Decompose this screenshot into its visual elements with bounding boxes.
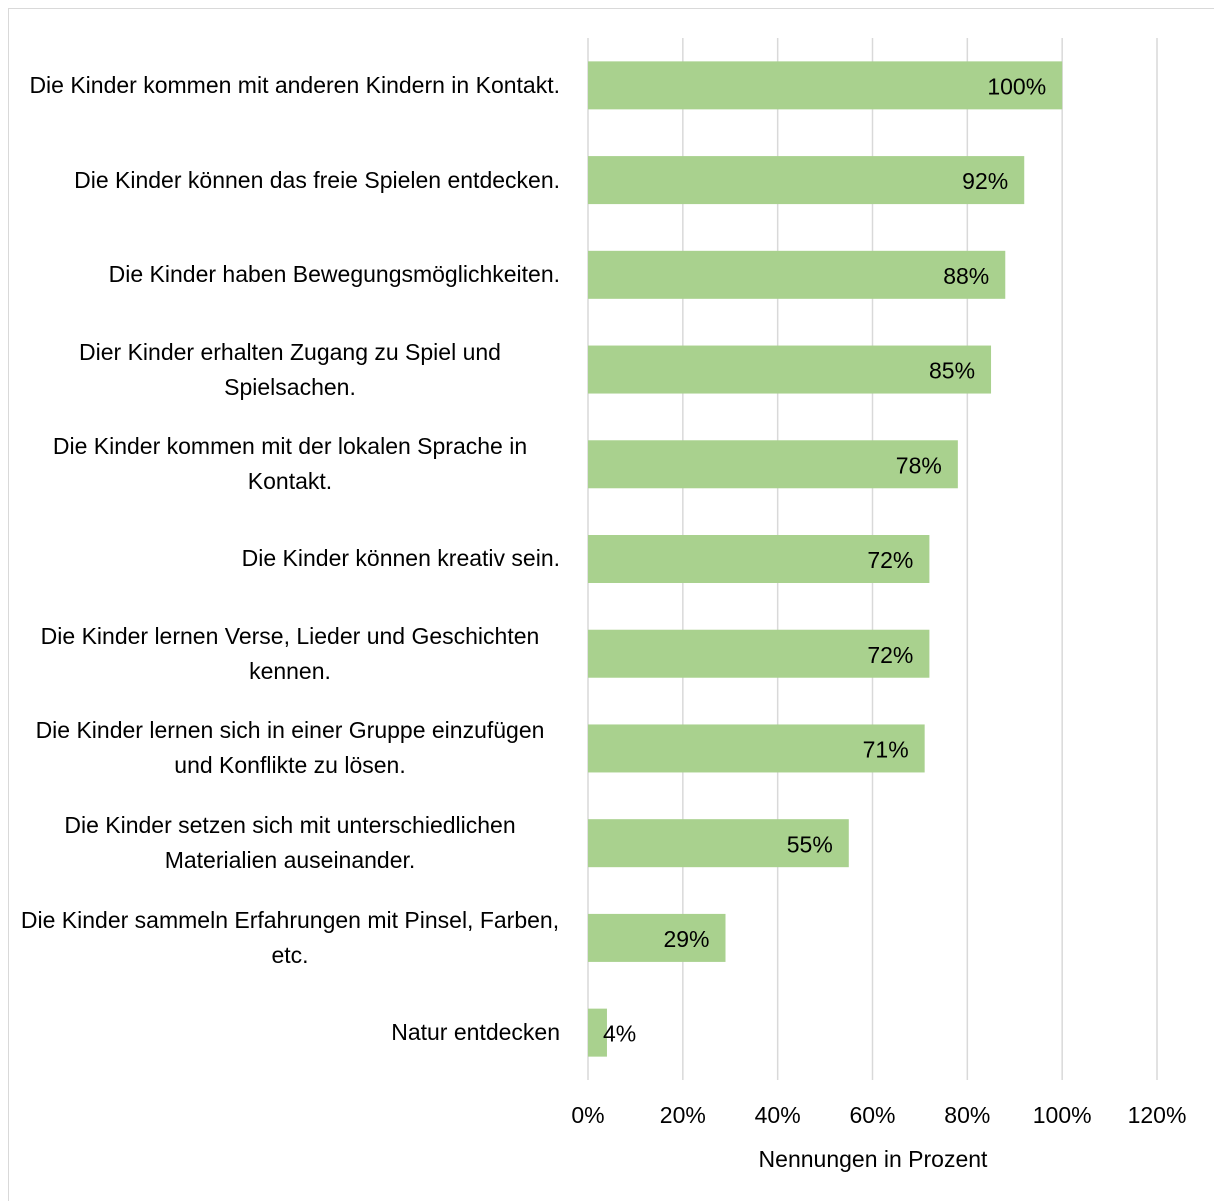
y-tick-label: Die Kinder sammeln Erfahrungen mit Pinse…	[20, 891, 560, 986]
x-axis-title: Nennungen in Prozent	[759, 1146, 988, 1172]
y-tick-label: Die Kinder lernen Verse, Lieder und Gesc…	[20, 606, 560, 701]
category-text: Die Kinder lernen sich in einer Gruppe e…	[35, 717, 545, 779]
category-text: Die Kinder setzen sich mit unterschiedli…	[64, 812, 516, 874]
y-tick-label: Die Kinder setzen sich mit unterschiedli…	[20, 796, 560, 891]
y-tick-label: Die Kinder können das freie Spielen entd…	[74, 133, 560, 228]
chart-border	[8, 8, 1214, 1201]
y-tick-label: Die Kinder haben Bewegungsmöglichkeiten.	[109, 227, 560, 322]
data-label: 29%	[663, 926, 709, 952]
bar	[588, 440, 958, 489]
category-text: Die Kinder können kreativ sein.	[241, 545, 560, 572]
x-tick-label: 100%	[1033, 1102, 1092, 1128]
category-text: Die Kinder haben Bewegungsmöglichkeiten.	[108, 261, 560, 288]
y-tick-label: Die Kinder kommen mit anderen Kindern in…	[29, 38, 560, 133]
bar	[588, 535, 930, 583]
category-text: Die Kinder kommen mit der lokalen Sprach…	[52, 433, 528, 495]
y-tick-label: Die Kinder kommen mit der lokalen Sprach…	[20, 417, 560, 512]
y-tick-label: Die Kinder können kreativ sein.	[242, 512, 560, 607]
data-label: 92%	[962, 168, 1008, 194]
y-tick-label: Dier Kinder erhalten Zugang zu Spiel und…	[20, 322, 560, 417]
bar	[588, 250, 1006, 299]
data-label: 71%	[863, 737, 909, 763]
data-label: 72%	[867, 547, 913, 573]
x-tick-label: 20%	[660, 1102, 706, 1128]
bar	[588, 1008, 607, 1057]
data-label: 88%	[943, 263, 989, 289]
bar	[588, 629, 930, 678]
x-tick-label: 0%	[571, 1102, 604, 1128]
data-label: 100%	[987, 73, 1046, 99]
data-label: 85%	[929, 358, 975, 384]
bar	[588, 156, 1025, 205]
category-text: Dier Kinder erhalten Zugang zu Spiel und…	[79, 338, 501, 400]
data-label: 4%	[603, 1021, 636, 1047]
data-label: 72%	[867, 642, 913, 668]
x-tick-label: 80%	[944, 1102, 990, 1128]
x-tick-label: 40%	[755, 1102, 801, 1128]
bar	[588, 724, 925, 773]
category-text: Die Kinder können das freie Spielen entd…	[74, 166, 560, 193]
bar	[588, 61, 1063, 110]
category-text: Die Kinder lernen Verse, Lieder und Gesc…	[40, 622, 540, 684]
bar	[588, 345, 992, 394]
category-text: Die Kinder sammeln Erfahrungen mit Pinse…	[20, 906, 560, 968]
x-tick-label: 60%	[849, 1102, 895, 1128]
y-tick-label: Die Kinder lernen sich in einer Gruppe e…	[20, 701, 560, 796]
category-text: Natur entdecken	[391, 1019, 560, 1046]
y-tick-label: Natur entdecken	[391, 985, 560, 1080]
data-label: 55%	[787, 831, 833, 857]
bar	[588, 819, 849, 868]
category-text: Die Kinder kommen mit anderen Kindern in…	[29, 71, 560, 98]
x-tick-label: 120%	[1128, 1102, 1187, 1128]
bar	[588, 913, 726, 962]
data-label: 78%	[896, 452, 942, 478]
